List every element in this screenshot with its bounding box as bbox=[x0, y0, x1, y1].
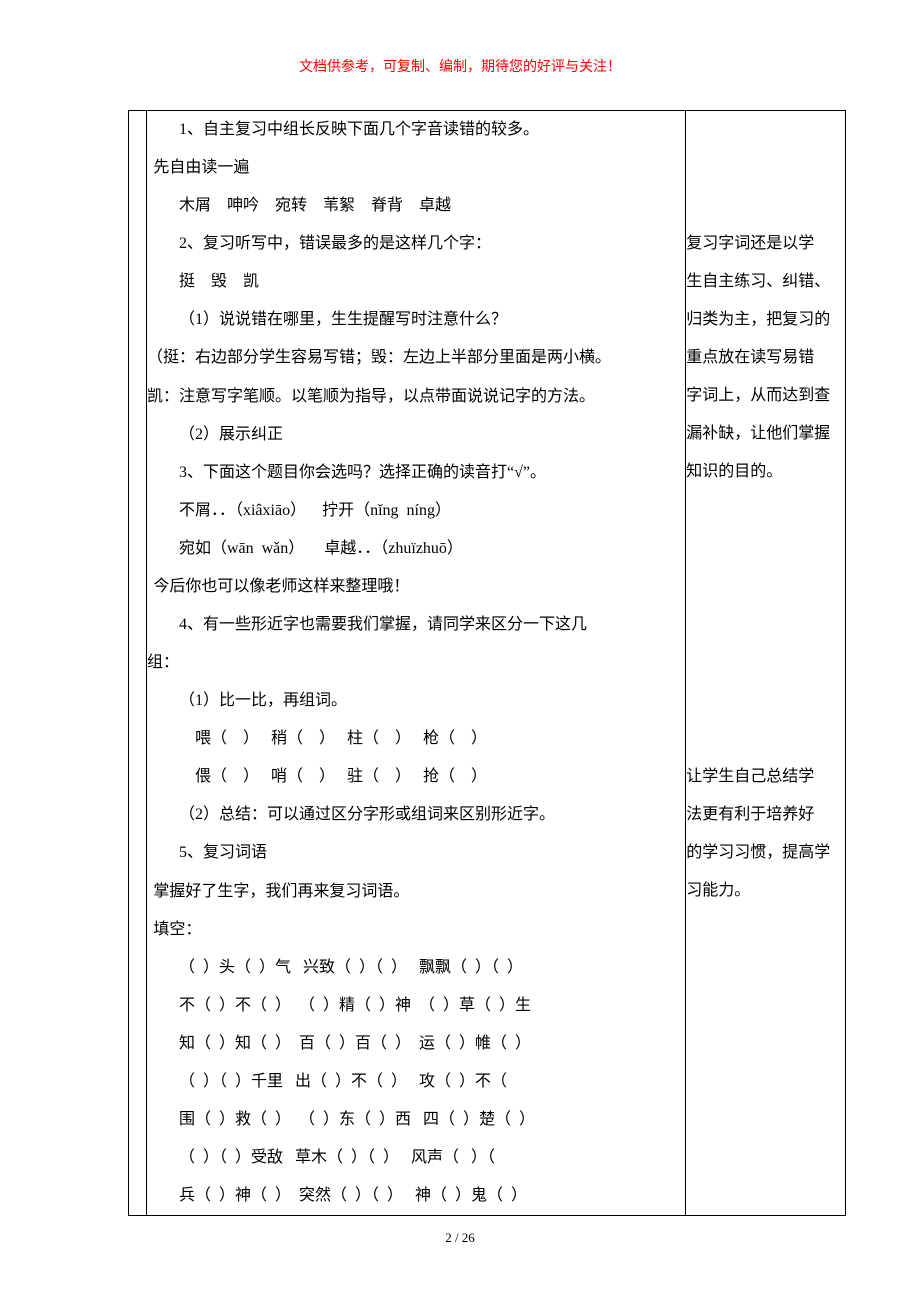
main-line: 3、下面这个题目你会选吗？选择正确的读音打“√”。 bbox=[147, 454, 685, 492]
main-line: 宛如（wān wǎn） 卓越．．（zhuïzhuō） bbox=[147, 530, 685, 568]
main-line: （ ）（ ）千里 出（ ）不（ ） 攻（ ）不（ bbox=[147, 1063, 685, 1101]
main-line: 兵（ ）神（ ） 突然（ ）（ ） 神（ ）鬼（ ） bbox=[147, 1177, 685, 1215]
side-line: 知识的目的。 bbox=[686, 453, 845, 491]
main-line: 先自由读一遍 bbox=[147, 149, 685, 187]
main-line: 喂（ ） 稍（ ） 柱（ ） 枪（ ） bbox=[147, 720, 685, 758]
side-line: 归类为主，把复习的 bbox=[686, 301, 845, 339]
side-note-2: 让学生自己总结学 法更有利于培养好 的学习习惯，提高学 习能力。 bbox=[686, 758, 845, 910]
main-line: （2）总结：可以通过区分字形或组词来区别形近字。 bbox=[147, 796, 685, 834]
side-cell: 复习字词还是以学 生自主练习、纠错、 归类为主，把复习的 重点放在读写易错 字词… bbox=[686, 111, 846, 1216]
side-line: 重点放在读写易错 bbox=[686, 339, 845, 377]
side-spacer bbox=[686, 492, 845, 758]
main-line: 今后你也可以像老师这样来整理哦！ bbox=[147, 568, 685, 606]
main-line: 围（ ）救（ ） （ ）东（ ）西 四（ ）楚（ ） bbox=[147, 1101, 685, 1139]
main-line: 不（ ）不（ ） （ ）精（ ）神 （ ）草（ ）生 bbox=[147, 987, 685, 1025]
main-line: 不屑．．（xiâxiāo） 拧开（nǐng níng） bbox=[147, 492, 685, 530]
main-line: 挺 毁 凯 bbox=[147, 263, 685, 301]
side-line: 法更有利于培养好 bbox=[686, 796, 845, 834]
main-line: （1）比一比，再组词。 bbox=[147, 682, 685, 720]
page-footer: 2 / 26 bbox=[0, 1230, 920, 1246]
main-line: 知（ ）知（ ） 百（ ）百（ ） 运（ ）帷（ ） bbox=[147, 1025, 685, 1063]
main-line: 偎（ ） 哨（ ） 驻（ ） 抢（ ） bbox=[147, 758, 685, 796]
main-line: 凯：注意写字笔顺。以笔顺为指导，以点带面说说记字的方法。 bbox=[147, 378, 685, 416]
side-line: 习能力。 bbox=[686, 872, 845, 910]
main-line: （ ）（ ）受敌 草木（ ）（ ） 风声（ ）（ bbox=[147, 1139, 685, 1177]
main-line: 掌握好了生字，我们再来复习词语。 bbox=[147, 873, 685, 911]
stub-cell bbox=[129, 111, 147, 1216]
main-line: 5、复习词语 bbox=[147, 834, 685, 872]
side-line: 生自主练习、纠错、 bbox=[686, 263, 845, 301]
side-line: 字词上，从而达到查 bbox=[686, 377, 845, 415]
side-spacer bbox=[686, 111, 845, 225]
main-line: 4、有一些形近字也需要我们掌握，请同学来区分一下这几 bbox=[147, 606, 685, 644]
content-table: 1、自主复习中组长反映下面几个字音读错的较多。 先自由读一遍 木屑 呻吟 宛转 … bbox=[128, 110, 846, 1216]
side-line: 漏补缺，让他们掌握 bbox=[686, 415, 845, 453]
side-line: 让学生自己总结学 bbox=[686, 758, 845, 796]
side-note-1: 复习字词还是以学 生自主练习、纠错、 归类为主，把复习的 重点放在读写易错 字词… bbox=[686, 225, 845, 492]
main-line: 1、自主复习中组长反映下面几个字音读错的较多。 bbox=[147, 111, 685, 149]
main-line: 组： bbox=[147, 644, 685, 682]
main-line: （挺：右边部分学生容易写错；毁：左边上半部分里面是两小横。 bbox=[147, 339, 685, 377]
main-line: （1）说说错在哪里，生生提醒写时注意什么？ bbox=[147, 301, 685, 339]
main-line: （ ）头（ ）气 兴致（ ）（ ） 飘飘（ ）（ ） bbox=[147, 949, 685, 987]
main-cell: 1、自主复习中组长反映下面几个字音读错的较多。 先自由读一遍 木屑 呻吟 宛转 … bbox=[146, 111, 685, 1216]
side-line: 复习字词还是以学 bbox=[686, 225, 845, 263]
main-line: （2）展示纠正 bbox=[147, 416, 685, 454]
main-line: 木屑 呻吟 宛转 苇絮 脊背 卓越 bbox=[147, 187, 685, 225]
side-line: 的学习习惯，提高学 bbox=[686, 834, 845, 872]
header-note: 文档供参考，可复制、编制，期待您的好评与关注！ bbox=[0, 56, 920, 76]
main-line: 填空： bbox=[147, 911, 685, 949]
main-line: 2、复习听写中，错误最多的是这样几个字： bbox=[147, 225, 685, 263]
